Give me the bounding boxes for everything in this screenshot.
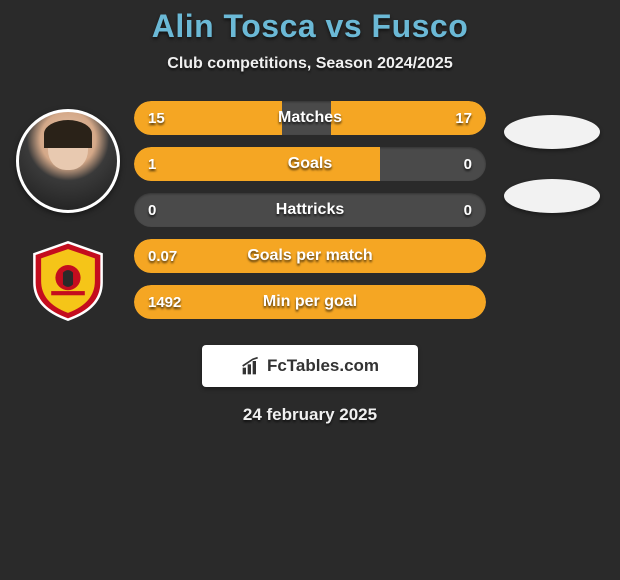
stat-row: 0 Hattricks 0 bbox=[134, 193, 486, 227]
date-label: 24 february 2025 bbox=[0, 405, 620, 425]
brand-text: FcTables.com bbox=[267, 356, 379, 376]
stat-row: 1 Goals 0 bbox=[134, 147, 486, 181]
stat-label: Goals per match bbox=[247, 247, 372, 265]
stat-value-left: 0.07 bbox=[148, 248, 177, 265]
main-row: 15 Matches 17 1 Goals 0 0 Hattricks 0 0.07 Goals p… bbox=[0, 101, 620, 323]
subtitle: Club competitions, Season 2024/2025 bbox=[0, 55, 620, 73]
stat-row: 1492 Min per goal bbox=[134, 285, 486, 319]
stat-label: Matches bbox=[278, 109, 342, 127]
chart-icon bbox=[241, 356, 261, 376]
player-right-avatar-placeholder bbox=[504, 115, 600, 149]
comparison-card: Alin Tosca vs Fusco Club competitions, S… bbox=[0, 0, 620, 425]
stat-label: Goals bbox=[288, 155, 332, 173]
stat-value-right: 0 bbox=[464, 156, 472, 173]
player-right-badge-placeholder bbox=[504, 179, 600, 213]
stat-value-left: 1492 bbox=[148, 294, 181, 311]
stat-fill-left bbox=[134, 147, 380, 181]
stat-value-left: 1 bbox=[148, 156, 156, 173]
stat-row: 0.07 Goals per match bbox=[134, 239, 486, 273]
player-left-avatar bbox=[16, 109, 120, 213]
left-player-column bbox=[8, 101, 128, 323]
branding-badge: FcTables.com bbox=[202, 345, 418, 387]
page-title: Alin Tosca vs Fusco bbox=[0, 8, 620, 45]
stat-label: Min per goal bbox=[263, 293, 357, 311]
right-player-column bbox=[492, 101, 612, 213]
stat-row: 15 Matches 17 bbox=[134, 101, 486, 135]
stat-label: Hattricks bbox=[276, 201, 344, 219]
stat-value-right: 0 bbox=[464, 202, 472, 219]
stat-value-right: 17 bbox=[455, 110, 472, 127]
player-left-club-badge bbox=[26, 239, 110, 323]
stats-column: 15 Matches 17 1 Goals 0 0 Hattricks 0 0.07 Goals p… bbox=[128, 101, 492, 319]
stat-value-left: 0 bbox=[148, 202, 156, 219]
stat-value-left: 15 bbox=[148, 110, 165, 127]
